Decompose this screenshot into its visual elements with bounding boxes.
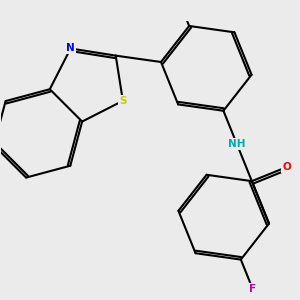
- Text: NH: NH: [228, 139, 245, 149]
- Text: N: N: [66, 44, 75, 53]
- Text: O: O: [282, 162, 291, 172]
- Text: F: F: [249, 284, 256, 294]
- Text: S: S: [119, 96, 127, 106]
